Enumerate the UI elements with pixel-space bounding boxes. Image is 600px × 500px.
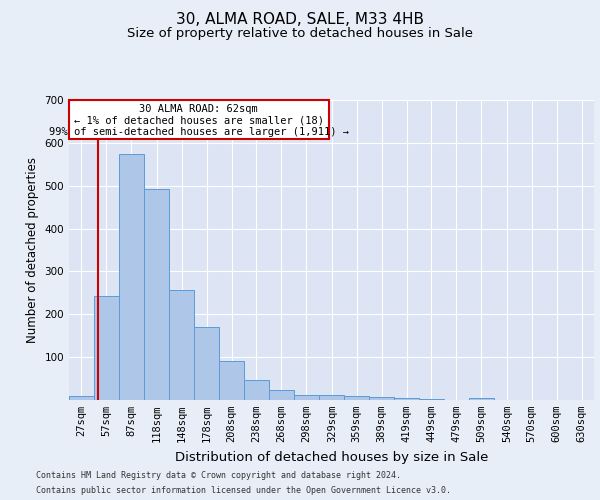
Text: Size of property relative to detached houses in Sale: Size of property relative to detached ho… (127, 28, 473, 40)
Bar (269, 390, 294, 400)
Bar (294, 395, 319, 400)
Text: Contains public sector information licensed under the Open Government Licence v3: Contains public sector information licen… (36, 486, 451, 495)
Bar (344, 396, 369, 400)
Text: 30, ALMA ROAD, SALE, M33 4HB: 30, ALMA ROAD, SALE, M33 4HB (176, 12, 424, 28)
Bar (469, 398, 494, 400)
Bar (319, 395, 344, 400)
Bar (394, 398, 419, 400)
Bar (69, 100, 329, 140)
Text: ← 1% of detached houses are smaller (18): ← 1% of detached houses are smaller (18) (74, 116, 324, 126)
Bar (94, 296, 119, 400)
Bar (69, 396, 94, 400)
Bar (145, 189, 169, 400)
Bar (369, 398, 394, 400)
Bar (194, 327, 219, 400)
Bar (219, 362, 244, 400)
X-axis label: Distribution of detached houses by size in Sale: Distribution of detached houses by size … (175, 450, 488, 464)
Bar (169, 290, 194, 400)
Bar (244, 380, 269, 400)
Text: Contains HM Land Registry data © Crown copyright and database right 2024.: Contains HM Land Registry data © Crown c… (36, 471, 401, 480)
Y-axis label: Number of detached properties: Number of detached properties (26, 157, 39, 343)
Bar (119, 154, 143, 400)
Text: 30 ALMA ROAD: 62sqm: 30 ALMA ROAD: 62sqm (139, 104, 258, 114)
Bar (419, 399, 444, 400)
Text: 99% of semi-detached houses are larger (1,911) →: 99% of semi-detached houses are larger (… (49, 126, 349, 136)
